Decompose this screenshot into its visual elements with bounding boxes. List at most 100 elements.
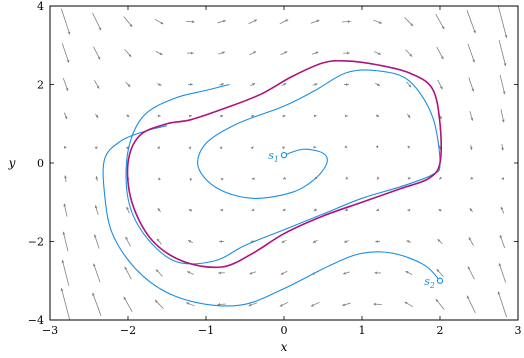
field-arrow-head bbox=[94, 146, 98, 150]
x-tick-label: −1 bbox=[198, 324, 214, 337]
field-arrow-head bbox=[344, 145, 348, 148]
field-arrow-head bbox=[280, 272, 284, 275]
field-arrow bbox=[500, 206, 505, 214]
field-arrow-head bbox=[279, 304, 283, 307]
field-arrow-head bbox=[497, 291, 501, 295]
field-arrow bbox=[124, 266, 132, 280]
y-tick-label: 4 bbox=[37, 0, 44, 13]
field-arrow bbox=[251, 208, 255, 212]
field-arrow bbox=[218, 271, 225, 275]
field-arrow-head bbox=[129, 23, 133, 27]
field-arrow bbox=[187, 51, 194, 55]
field-arrow-head bbox=[188, 209, 192, 212]
field-arrow-head bbox=[407, 208, 411, 212]
field-arrow bbox=[466, 10, 476, 34]
field-arrow bbox=[501, 177, 505, 180]
field-arrow bbox=[407, 176, 411, 180]
field-arrow-head bbox=[470, 117, 474, 121]
field-arrow-head bbox=[406, 240, 410, 243]
field-arrow bbox=[344, 145, 348, 149]
trajectory-2 bbox=[102, 125, 441, 307]
field-arrow-head bbox=[188, 240, 192, 243]
field-arrow-head bbox=[157, 146, 160, 150]
field-arrow-head bbox=[439, 176, 443, 180]
field-arrow-head bbox=[190, 83, 193, 86]
field-arrow-head bbox=[500, 206, 504, 210]
field-arrow bbox=[158, 177, 161, 181]
field-arrow bbox=[436, 46, 444, 60]
field-arrow-shaft bbox=[123, 296, 133, 313]
field-arrow bbox=[125, 236, 131, 247]
field-arrow bbox=[312, 83, 318, 86]
field-arrow bbox=[62, 231, 69, 252]
x-tick-label: −2 bbox=[120, 324, 136, 337]
field-arrow-head bbox=[504, 34, 508, 38]
field-arrow-head bbox=[313, 208, 317, 211]
field-arrow-head bbox=[316, 19, 320, 23]
field-arrow-head bbox=[501, 147, 504, 151]
field-arrow bbox=[188, 114, 192, 118]
field-arrow-head bbox=[469, 147, 473, 150]
field-arrow bbox=[249, 271, 257, 275]
field-arrow bbox=[281, 239, 287, 244]
field-arrow-head bbox=[282, 115, 286, 118]
field-arrow bbox=[497, 291, 507, 318]
field-arrow-head bbox=[221, 51, 225, 55]
field-arrow bbox=[93, 263, 101, 283]
field-arrow-head bbox=[62, 231, 66, 235]
field-arrow-head bbox=[409, 53, 413, 57]
field-arrow bbox=[407, 145, 410, 149]
field-arrow-head bbox=[499, 235, 503, 239]
field-arrow bbox=[375, 145, 379, 149]
field-arrow-head bbox=[158, 83, 162, 86]
field-arrow-head bbox=[285, 19, 289, 22]
field-arrow-head bbox=[407, 115, 411, 118]
field-arrow bbox=[188, 208, 193, 212]
field-arrow bbox=[189, 177, 193, 181]
field-arrow bbox=[251, 177, 255, 181]
field-arrow-head bbox=[221, 83, 224, 86]
field-arrow bbox=[375, 114, 380, 118]
field-arrow-shaft bbox=[498, 40, 507, 67]
field-arrow bbox=[282, 208, 286, 212]
field-arrow-head bbox=[191, 51, 194, 55]
field-arrow-head bbox=[253, 51, 257, 54]
field-arrow bbox=[342, 302, 351, 307]
field-arrow-head bbox=[345, 176, 349, 180]
field-arrow-head bbox=[123, 296, 127, 300]
field-arrow-head bbox=[64, 116, 68, 120]
field-arrow bbox=[60, 288, 71, 320]
field-arrow bbox=[156, 83, 162, 86]
field-arrow-head bbox=[128, 53, 132, 57]
field-arrow-head bbox=[61, 259, 65, 263]
field-arrow-head bbox=[217, 303, 221, 306]
field-arrow-head bbox=[158, 177, 161, 181]
field-arrow bbox=[94, 205, 99, 215]
start-marker-1 bbox=[280, 151, 288, 159]
field-arrow bbox=[63, 203, 68, 217]
field-arrow-head bbox=[186, 302, 190, 305]
field-arrow bbox=[282, 176, 287, 180]
field-arrow-head bbox=[250, 146, 254, 150]
field-arrow bbox=[219, 83, 225, 86]
field-arrow bbox=[281, 146, 286, 150]
field-arrow-head bbox=[157, 114, 161, 118]
field-arrow bbox=[95, 176, 99, 182]
field-arrow bbox=[373, 302, 382, 306]
field-arrow-head bbox=[470, 176, 474, 180]
field-arrow bbox=[219, 146, 223, 150]
field-arrow bbox=[61, 259, 70, 286]
field-arrow-head bbox=[251, 177, 255, 181]
field-arrow bbox=[499, 234, 506, 249]
field-arrow-head bbox=[342, 303, 346, 307]
field-arrow-head bbox=[376, 176, 380, 180]
field-arrow bbox=[219, 240, 224, 243]
field-arrow-head bbox=[281, 146, 285, 150]
field-arrow-head bbox=[64, 175, 67, 179]
field-arrow-head bbox=[436, 269, 440, 273]
axis-ticks: −3 −2 −1 0 1 2 3 −4 −2 0 2 4 bbox=[28, 0, 522, 337]
field-arrow bbox=[405, 270, 413, 275]
field-arrow-head bbox=[157, 208, 161, 211]
start-label-2: s2 bbox=[424, 275, 435, 290]
field-arrow-head bbox=[95, 176, 99, 179]
